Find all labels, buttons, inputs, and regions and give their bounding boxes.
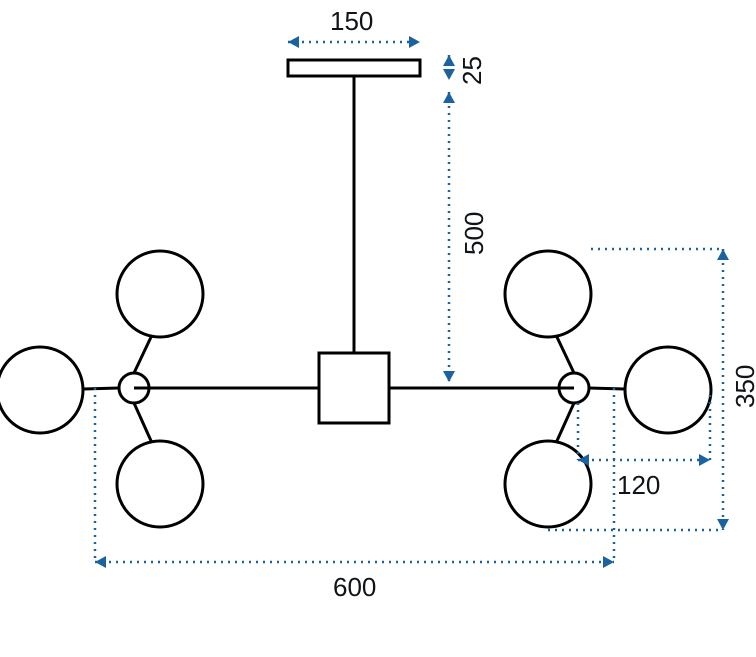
connector-right-out — [589, 388, 625, 389]
globe-left-bottom — [117, 441, 203, 527]
connector-left-out — [83, 388, 119, 389]
connector-right-up — [556, 335, 574, 373]
connector-left-up — [134, 335, 152, 373]
dim-label-150: 150 — [330, 6, 373, 36]
globe-left-top — [117, 251, 203, 337]
center-housing — [319, 353, 389, 423]
dim-label-500: 500 — [459, 212, 489, 255]
connector-left-down — [134, 403, 152, 443]
dim-label-120: 120 — [617, 470, 660, 500]
lamp-dimension-diagram: 150 25 500 350 600 120 — [0, 0, 756, 657]
connector-right-down — [556, 403, 574, 443]
globe-left-side — [0, 347, 83, 433]
canopy-plate — [288, 60, 420, 76]
globe-right-top — [505, 251, 591, 337]
dim-label-600: 600 — [333, 572, 376, 602]
globe-right-side — [625, 347, 711, 433]
dim-label-25: 25 — [457, 56, 487, 85]
dim-label-350: 350 — [730, 365, 756, 408]
